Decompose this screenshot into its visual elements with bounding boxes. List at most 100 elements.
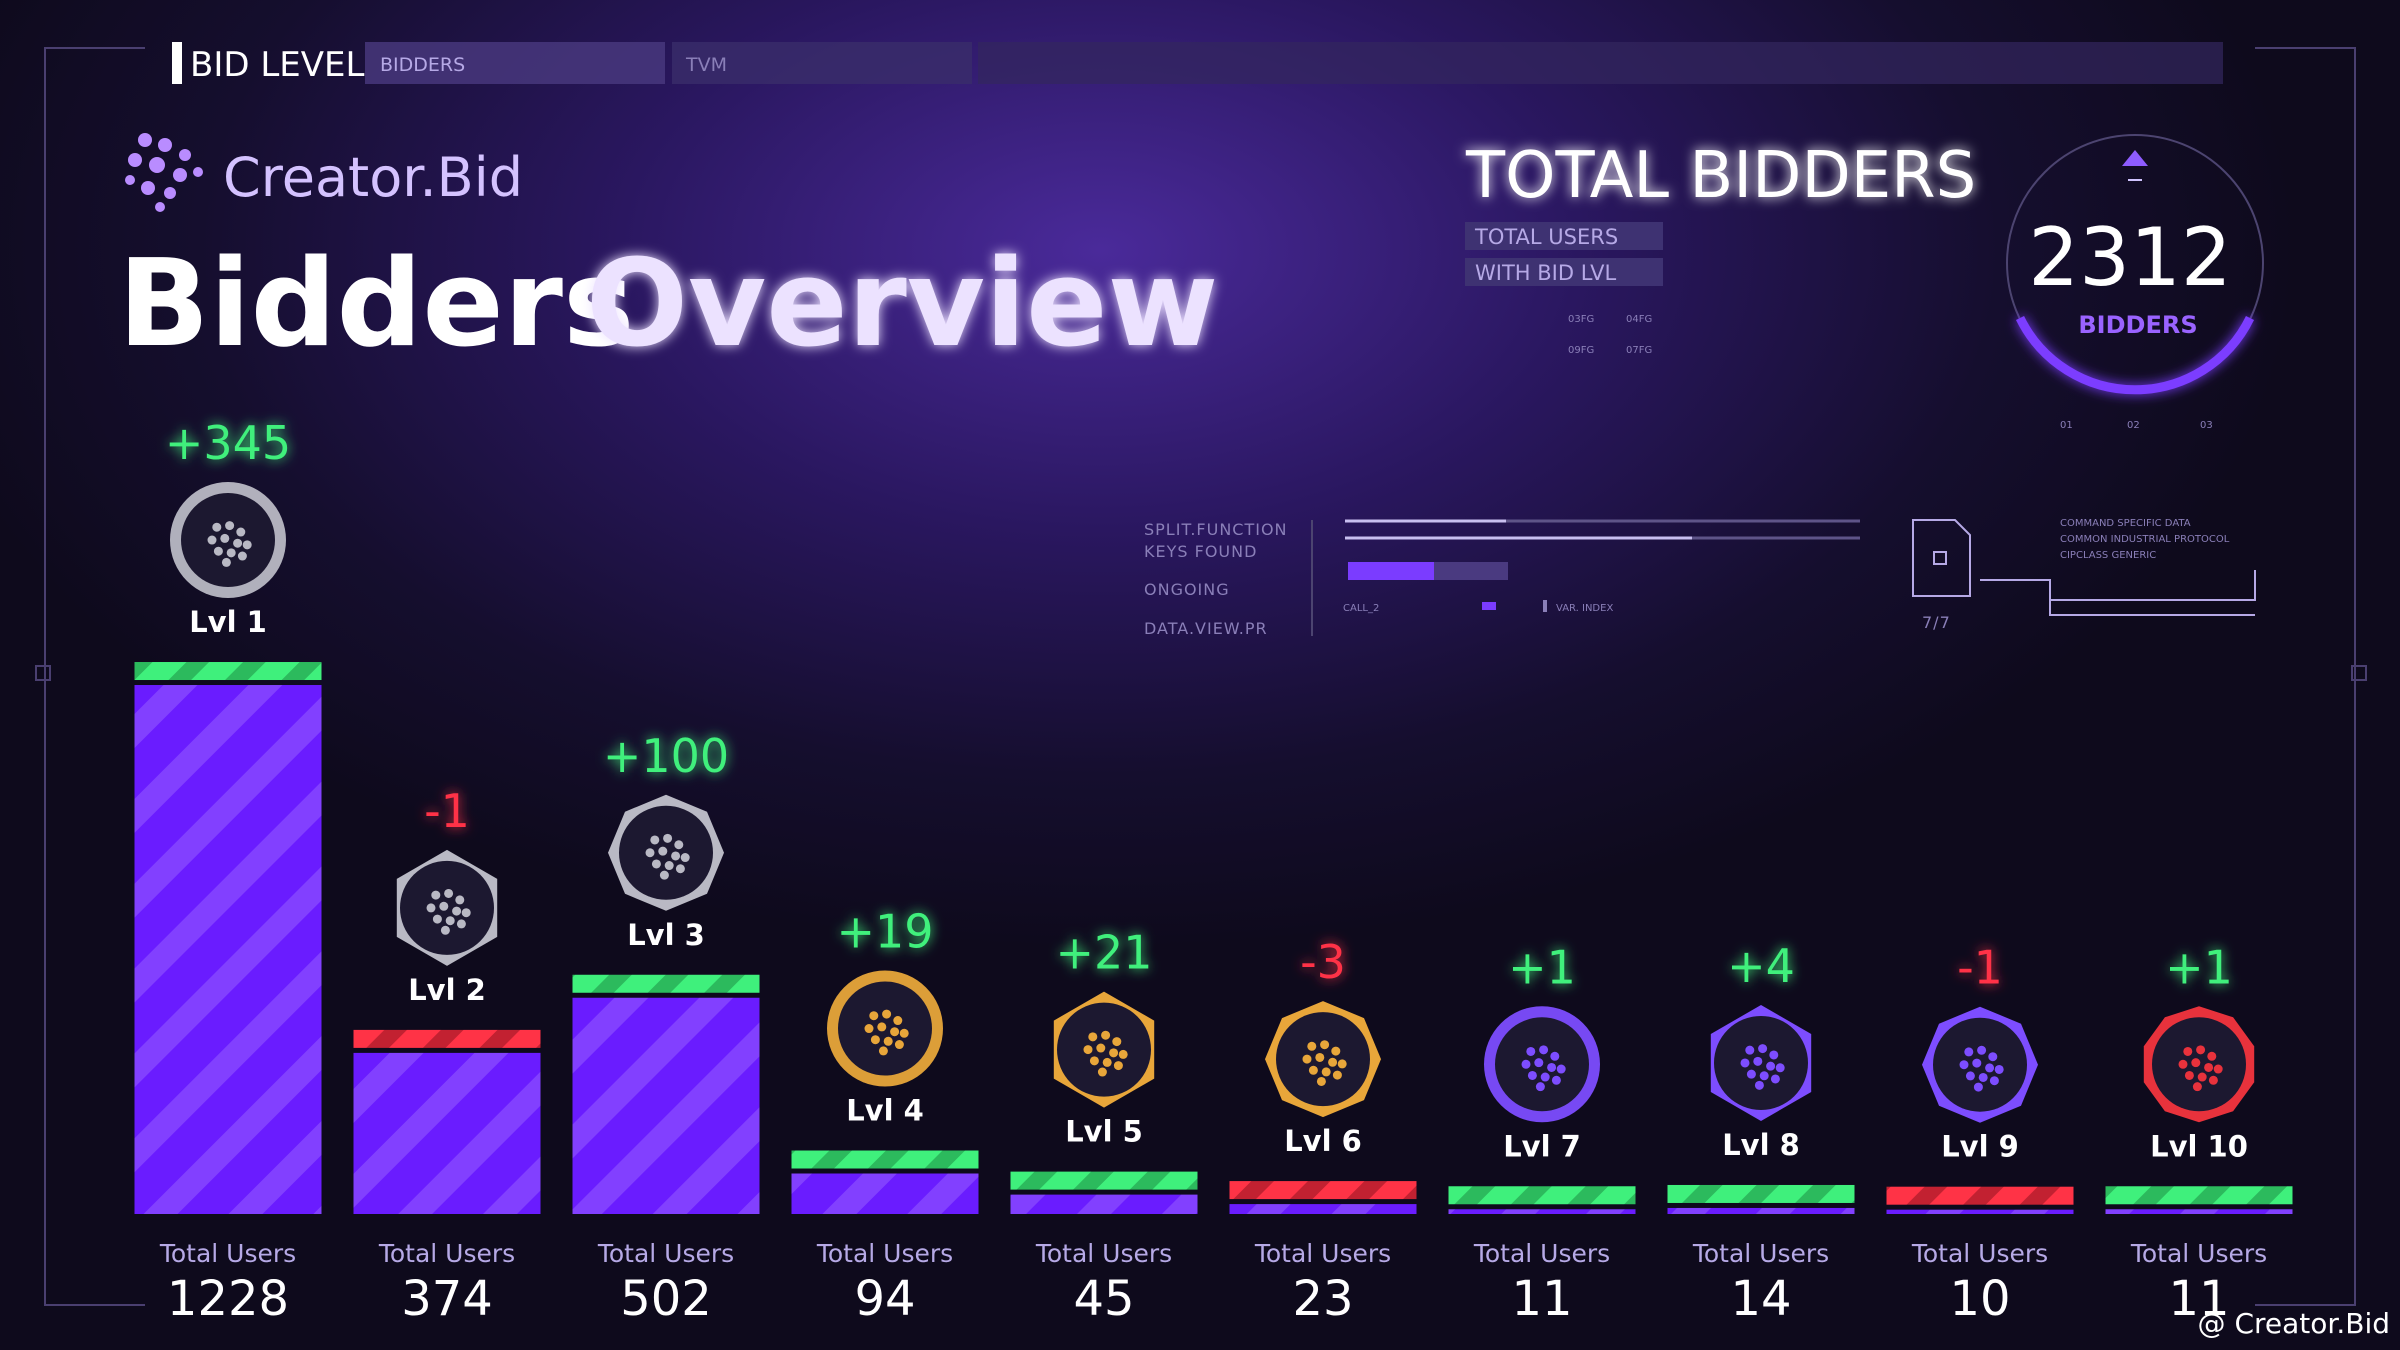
badge-dot <box>890 1027 900 1037</box>
value-caption: Total Users <box>159 1239 296 1268</box>
level-badge <box>608 794 724 911</box>
badge-dot <box>1521 1059 1531 1069</box>
badge-dot <box>242 540 252 550</box>
badge-dot <box>426 903 436 913</box>
badge-dot <box>882 1009 892 1019</box>
value-caption: Total Users <box>1473 1239 1610 1268</box>
badge-dot <box>1083 1045 1093 1055</box>
dial-tick: 03 <box>2200 420 2213 431</box>
badge-dot <box>1096 1043 1106 1053</box>
badge-dot <box>225 521 235 531</box>
value-caption: Total Users <box>2130 1239 2267 1268</box>
watermark: @ Creator.Bid <box>2198 1307 2390 1340</box>
badge-dot <box>221 557 231 567</box>
change-label: +1 <box>2165 940 2233 994</box>
title: Bidders <box>118 235 634 374</box>
title-highlight: Overview <box>586 235 1218 374</box>
value-caption: Total Users <box>1911 1239 2048 1268</box>
value-label: 45 <box>1073 1271 1134 1327</box>
level-badge <box>1265 1001 1381 1118</box>
hud-label: ONGOING <box>1144 580 1230 599</box>
badge-dot <box>1097 1067 1107 1077</box>
level-badge <box>827 970 943 1087</box>
badge-dot <box>877 1022 887 1032</box>
summary-value: 2312 <box>2028 211 2232 304</box>
value-label: 502 <box>620 1271 712 1327</box>
bar <box>1448 1209 1636 1214</box>
tab-label[interactable]: TVM <box>685 54 727 76</box>
badge-dot <box>1088 1032 1098 1042</box>
level-label: Lvl 9 <box>1941 1130 2019 1164</box>
badge-dot <box>899 1028 909 1038</box>
value-label: 11 <box>2168 1271 2229 1327</box>
change-cap <box>1010 1171 1198 1190</box>
tag-bg <box>1465 258 1663 286</box>
badge-dot <box>1320 1040 1330 1050</box>
badge-dot <box>663 833 673 843</box>
change-cap <box>134 662 322 681</box>
badge-dot <box>1994 1064 2004 1074</box>
tab[interactable] <box>672 42 972 84</box>
level-badge <box>1710 1005 1812 1121</box>
badge-dot <box>1540 1072 1550 1082</box>
bar <box>1667 1207 1855 1214</box>
badge-dot <box>1770 1074 1780 1084</box>
level-label: Lvl 6 <box>1284 1124 1362 1158</box>
value-caption: Total Users <box>597 1239 734 1268</box>
change-cap <box>572 974 760 993</box>
bar <box>572 997 760 1214</box>
tab-title: BID LEVEL <box>190 45 365 85</box>
badge-dot <box>1985 1063 1995 1073</box>
tag: TOTAL USERS <box>1474 225 1618 249</box>
level-label: Lvl 1 <box>189 605 267 639</box>
badge-dot <box>870 1035 880 1045</box>
badge-dot <box>893 1016 903 1026</box>
hud-call: CALL_2 <box>1343 603 1379 614</box>
badge-dot <box>220 533 230 543</box>
badge-dot <box>1118 1049 1128 1059</box>
tab[interactable] <box>365 42 665 84</box>
change-label: +21 <box>1055 926 1152 980</box>
badge-dot <box>2197 1072 2207 1082</box>
badge-dot <box>659 870 669 880</box>
badge-dot <box>674 840 684 850</box>
badge-dot <box>2183 1046 2193 1056</box>
value-label: 10 <box>1949 1271 2010 1327</box>
dial <box>2006 134 2264 395</box>
badge-dot <box>444 888 454 898</box>
tab-marker <box>172 42 182 84</box>
badge-dot <box>1101 1030 1111 1040</box>
bar-layer: Lvl 1 +345 Total Users 1228 Lvl 2 -1 Total Use… <box>134 416 2293 1327</box>
summary-unit: BIDDERS <box>2078 311 2197 339</box>
badge-dot <box>1331 1046 1341 1056</box>
value-label: 14 <box>1730 1271 1791 1327</box>
badge-dot <box>1547 1062 1557 1072</box>
hud-spec: COMMON INDUSTRIAL PROTOCOL <box>2060 534 2230 545</box>
badge-dot <box>1102 1057 1112 1067</box>
frame <box>35 47 2367 1306</box>
badge-dot <box>2196 1045 2206 1055</box>
badge-dot <box>1526 1046 1536 1056</box>
tab-label[interactable]: BIDDERS <box>380 54 465 76</box>
badge-dot <box>1965 1071 1975 1081</box>
badge-dot <box>1308 1065 1318 1075</box>
badge-dot <box>213 546 223 556</box>
badge-dot <box>2213 1064 2223 1074</box>
hud-index: VAR. INDEX <box>1556 603 1613 614</box>
badge-dot <box>233 538 243 548</box>
badge-dot <box>1539 1045 1549 1055</box>
change-cap <box>1886 1186 2074 1205</box>
badge-dot <box>226 548 236 558</box>
badge-dot <box>1745 1045 1755 1055</box>
badge-dot <box>645 848 655 858</box>
badge-dot <box>671 851 681 861</box>
value-caption: Total Users <box>816 1239 953 1268</box>
bar <box>134 685 322 1214</box>
badge-dot <box>1754 1080 1764 1090</box>
badge-dot <box>1769 1050 1779 1060</box>
badge-dot <box>1759 1071 1769 1081</box>
tag: WITH BID LVL <box>1475 261 1616 285</box>
badge-dot <box>1556 1064 1566 1074</box>
badge-dot <box>1989 1076 1999 1086</box>
